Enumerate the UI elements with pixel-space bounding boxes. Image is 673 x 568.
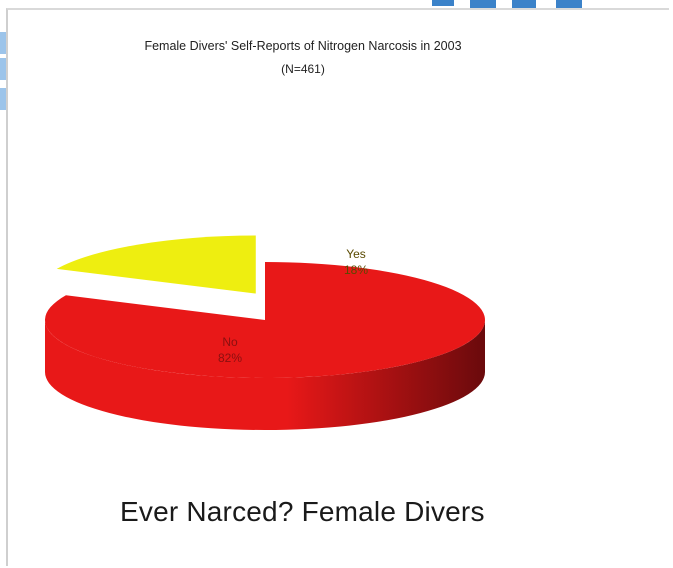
chart-subtitle: (N=461) [281,62,325,76]
pie-slice-top [56,235,256,294]
slide-caption: Ever Narced? Female Divers [120,496,485,527]
chart-title: Female Divers' Self-Reports of Nitrogen … [144,39,462,53]
slice-percent-yes: 18% [344,263,368,277]
slice-label-yes: Yes [346,247,366,261]
pie-slice-no: No 82% [44,262,485,430]
slice-label-no: No [222,335,238,349]
slice-percent-no: 82% [218,351,242,365]
pie-slice-side [45,320,485,430]
pie-slice-yes: Yes 18% [56,235,368,294]
pie-slice-top [44,262,485,378]
